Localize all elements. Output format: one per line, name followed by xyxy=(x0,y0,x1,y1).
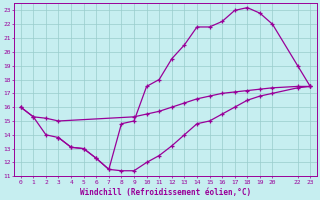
X-axis label: Windchill (Refroidissement éolien,°C): Windchill (Refroidissement éolien,°C) xyxy=(80,188,251,197)
